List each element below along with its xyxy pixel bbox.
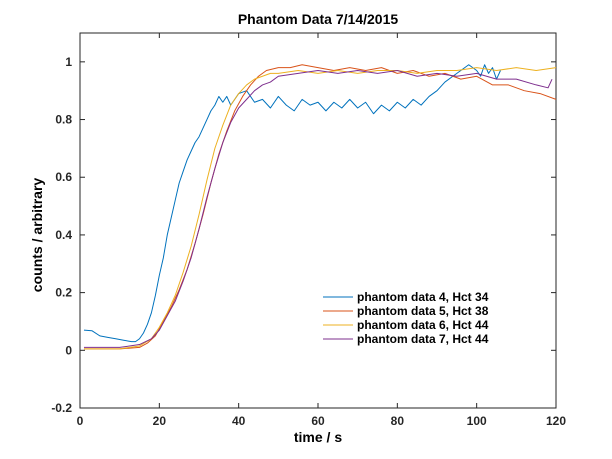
y-tick-label: 0 — [65, 343, 72, 357]
plot-axes: 0 20 40 60 80 100 120 -0.2 0 0.2 0.4 0.6 0.8 1 — [51, 32, 566, 428]
chart-title: Phantom Data 7/14/2015 — [238, 11, 399, 27]
series-line-4 — [83, 70, 553, 348]
y-tick-label: 0.4 — [55, 228, 72, 242]
y-tick-label: 0.6 — [55, 170, 72, 184]
series-line-1 — [83, 64, 501, 343]
x-tick-label: 20 — [153, 414, 167, 428]
x-tick-label: 60 — [311, 414, 325, 428]
series-line-2 — [83, 64, 557, 350]
legend-label-3: phantom data 6, Hct 44 — [357, 318, 489, 332]
x-tick-label: 40 — [232, 414, 246, 428]
legend-label-2: phantom data 5, Hct 38 — [357, 304, 489, 318]
series-group — [83, 64, 557, 350]
y-tick-label: 1 — [65, 55, 72, 69]
x-axis-title: time / s — [294, 429, 342, 445]
y-tick-label: 0.8 — [55, 113, 72, 127]
y-tick-label: -0.2 — [51, 401, 72, 415]
y-tick-label: 0.2 — [55, 286, 72, 300]
legend-label-4: phantom data 7, Hct 44 — [357, 332, 489, 346]
x-tick-label: 100 — [467, 414, 487, 428]
legend-label-1: phantom data 4, Hct 34 — [357, 290, 489, 304]
y-axis-title: counts / arbitrary — [29, 178, 45, 293]
x-tick-label: 0 — [77, 414, 84, 428]
x-tick-label: 80 — [391, 414, 405, 428]
x-tick-label: 120 — [546, 414, 566, 428]
series-line-3 — [83, 67, 557, 350]
